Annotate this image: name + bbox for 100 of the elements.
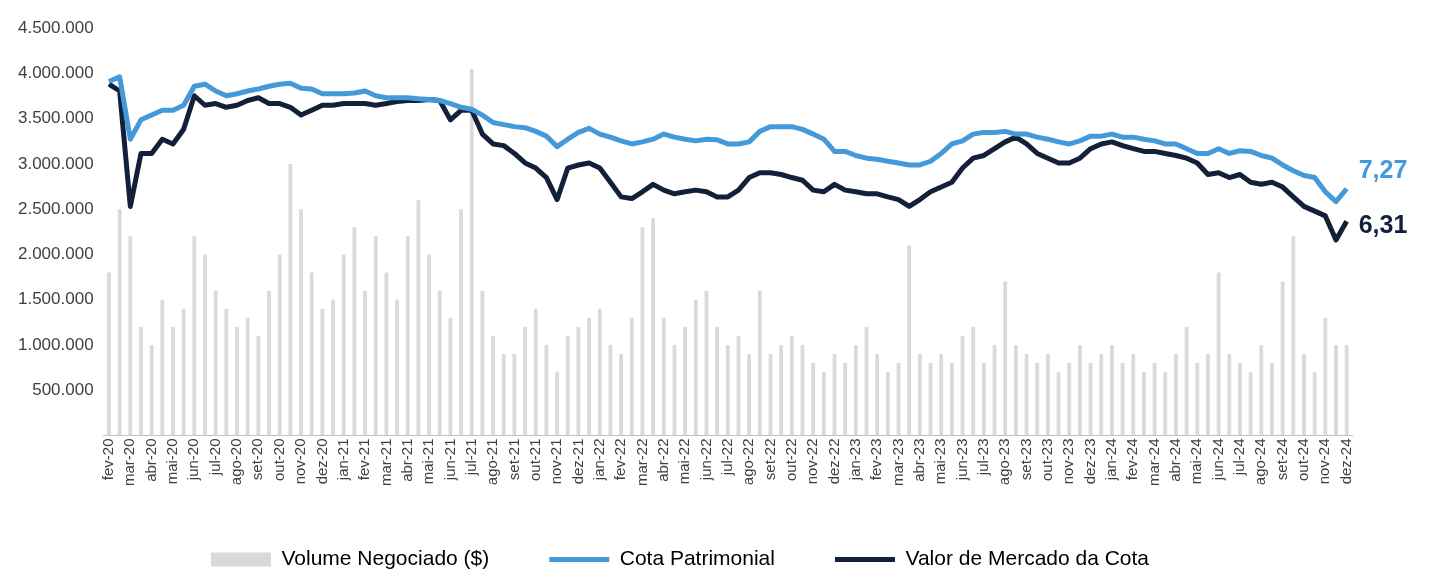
x-tick-label: out-22 [781, 438, 799, 482]
y-tick-label: 4.500.000 [17, 17, 94, 37]
bar [982, 363, 986, 436]
bar [693, 299, 698, 436]
bar [1110, 344, 1114, 436]
x-tick-label: nov-23 [1059, 438, 1077, 485]
bar [1131, 354, 1136, 436]
x-tick-label: set-20 [248, 438, 266, 481]
x-tick-label: nov-21 [547, 438, 565, 485]
bar [907, 245, 912, 436]
x-tick-label: ago-22 [739, 438, 757, 486]
y-tick-label: 500.000 [32, 379, 94, 399]
x-tick-label: dez-24 [1336, 438, 1354, 485]
bar [235, 326, 239, 436]
x-tick-label: abr-20 [141, 438, 159, 482]
bar [320, 308, 325, 436]
bar [309, 272, 314, 436]
bar [886, 372, 890, 436]
x-tick-label: mai-23 [931, 438, 949, 485]
bar [1227, 354, 1232, 436]
bar [1206, 354, 1210, 436]
legend-label: Volume Negociado ($) [281, 546, 490, 570]
bar [789, 335, 794, 436]
x-tick-label: mai-20 [163, 438, 181, 485]
bar [565, 335, 570, 436]
x-tick-label: out-24 [1294, 438, 1312, 482]
x-tick-label: jul-20 [205, 438, 223, 477]
bar [245, 317, 250, 436]
bar [1334, 344, 1338, 436]
x-tick-label: mar-22 [632, 438, 650, 486]
y-tick-label: 2.500.000 [17, 198, 94, 218]
bar [950, 363, 954, 436]
data-label: 6,31 [1358, 210, 1408, 239]
bar [1163, 372, 1168, 436]
x-tick-label: jun-21 [440, 438, 458, 482]
bar [373, 236, 378, 436]
bar [725, 344, 730, 436]
y-tick-label: 2.000.000 [17, 244, 94, 264]
x-tick-label: out-21 [525, 438, 543, 482]
x-tick-label: fev-22 [611, 438, 629, 481]
x-tick-label: ago-20 [227, 438, 245, 486]
bar [1291, 236, 1296, 436]
bar [1174, 354, 1178, 436]
x-tick-label: mar-24 [1144, 438, 1162, 486]
x-tick-label: ago-21 [483, 438, 501, 486]
bar [1238, 363, 1242, 436]
bar [299, 209, 303, 436]
x-tick-label: jan-24 [1102, 438, 1120, 482]
x-tick-label: jul-24 [1230, 438, 1248, 477]
bar [139, 326, 143, 436]
bar [918, 354, 922, 436]
bar [1248, 372, 1253, 436]
bar [331, 299, 335, 436]
bar [107, 272, 111, 436]
bar [160, 299, 165, 436]
legend-label: Valor de Mercado da Cota [905, 546, 1150, 570]
bar [1099, 354, 1104, 436]
bar [1078, 344, 1082, 436]
x-tick-label: jun-24 [1208, 438, 1226, 482]
x-tick-label: jan-23 [845, 438, 863, 482]
x-tick-label: dez-21 [568, 438, 586, 485]
bar [1280, 281, 1285, 436]
x-tick-label: jan-22 [589, 438, 607, 482]
y-tick-label: 3.000.000 [17, 153, 94, 173]
bar [597, 308, 602, 436]
x-tick-label: dez-23 [1080, 438, 1098, 485]
x-tick-label: mai-24 [1187, 438, 1205, 485]
x-tick-label: out-20 [269, 438, 287, 482]
bar [405, 236, 410, 436]
legend-label: Cota Patrimonial [619, 546, 775, 570]
x-tick-label: jun-23 [952, 438, 970, 482]
x-tick-label: mai-22 [675, 438, 693, 485]
bar [779, 344, 784, 436]
x-tick-label: jul-21 [461, 438, 479, 477]
bar [939, 354, 944, 436]
bar [1312, 372, 1317, 436]
bar [501, 354, 506, 436]
bar [1067, 363, 1072, 436]
x-tick-label: set-21 [504, 438, 522, 481]
bar [213, 290, 218, 436]
bar [619, 354, 623, 436]
bar [1302, 354, 1306, 436]
x-tick-label: dez-20 [312, 438, 330, 485]
bar [1270, 363, 1274, 436]
bar [715, 326, 720, 436]
x-tick-label: nov-22 [803, 438, 821, 485]
bar [117, 209, 122, 436]
bar [971, 326, 976, 436]
x-tick-label: ago-24 [1251, 438, 1269, 486]
x-tick-label: fev-23 [867, 438, 885, 481]
bar [629, 317, 634, 436]
bar [1003, 281, 1008, 436]
bar [203, 254, 207, 436]
bar [256, 335, 261, 436]
x-tick-label: nov-24 [1315, 438, 1333, 485]
bar [149, 344, 154, 436]
bar [683, 326, 687, 436]
y-tick-label: 1.000.000 [17, 334, 94, 354]
bar [267, 290, 271, 436]
y-tick-label: 4.000.000 [17, 63, 94, 83]
